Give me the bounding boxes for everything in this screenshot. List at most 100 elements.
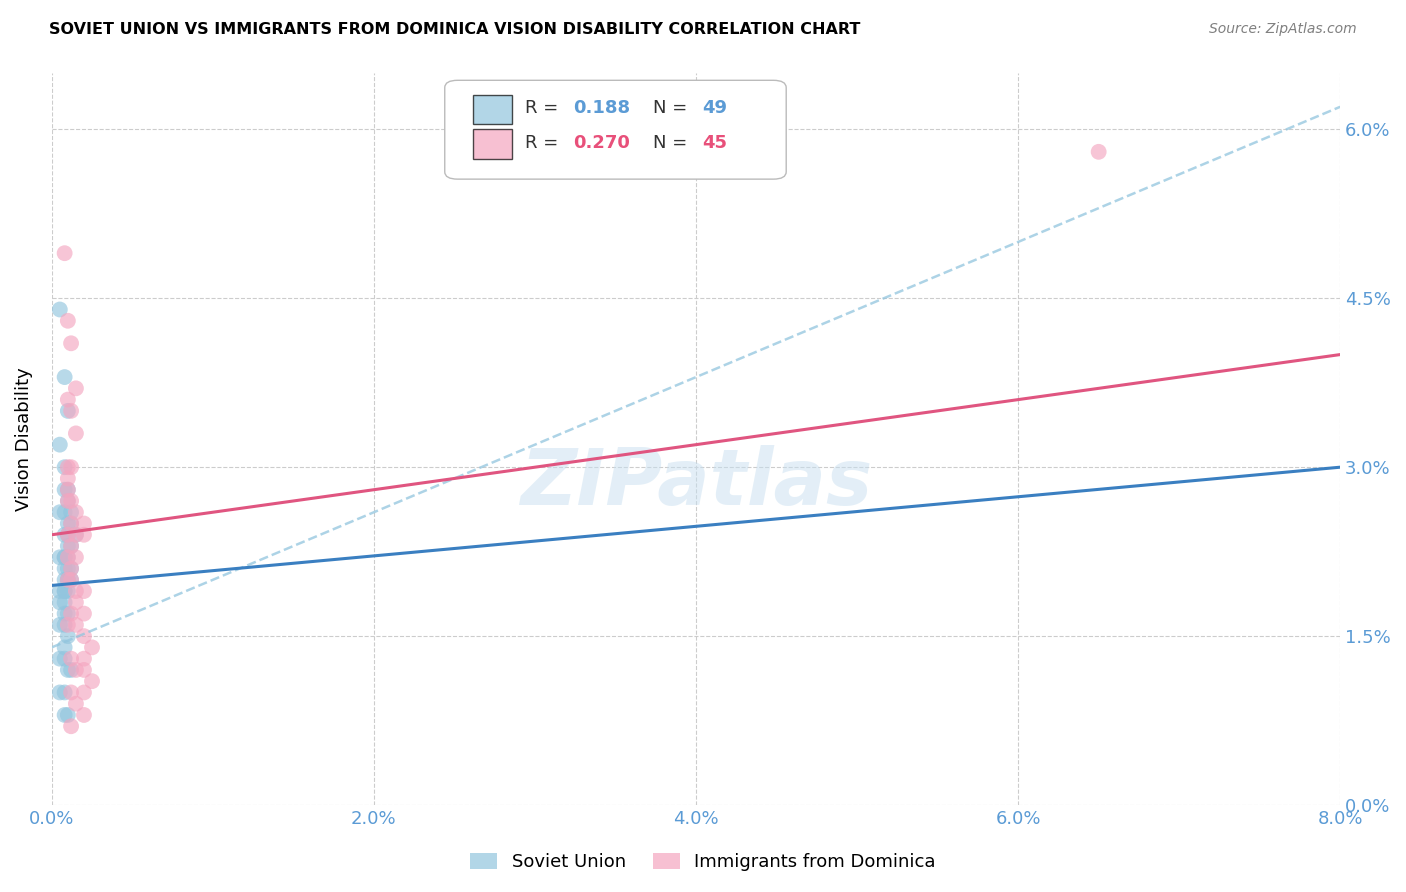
- Point: [73, 528, 96, 542]
- Point: [60, 539, 83, 553]
- Point: [65, 528, 87, 542]
- Point: [60, 719, 83, 733]
- Point: [49, 685, 72, 699]
- Point: [53, 573, 76, 587]
- Point: [53, 483, 76, 497]
- Point: [56, 494, 79, 508]
- Point: [53, 460, 76, 475]
- Text: R =: R =: [524, 134, 564, 152]
- Point: [60, 561, 83, 575]
- Point: [73, 651, 96, 665]
- Point: [49, 505, 72, 519]
- Point: [49, 437, 72, 451]
- Point: [53, 505, 76, 519]
- Point: [60, 573, 83, 587]
- Point: [60, 494, 83, 508]
- Point: [56, 516, 79, 531]
- Point: [53, 370, 76, 384]
- Text: R =: R =: [524, 99, 564, 117]
- Point: [56, 573, 79, 587]
- Text: 49: 49: [703, 99, 727, 117]
- Point: [53, 595, 76, 609]
- FancyBboxPatch shape: [472, 129, 512, 159]
- Text: 0.188: 0.188: [574, 99, 631, 117]
- Point: [65, 550, 87, 565]
- Point: [65, 663, 87, 677]
- Point: [73, 607, 96, 621]
- Point: [60, 404, 83, 418]
- Point: [73, 685, 96, 699]
- Text: ZIPatlas: ZIPatlas: [520, 445, 872, 521]
- Point: [80, 640, 103, 655]
- Point: [60, 460, 83, 475]
- Point: [60, 336, 83, 351]
- Point: [60, 561, 83, 575]
- Point: [56, 483, 79, 497]
- Point: [60, 685, 83, 699]
- Point: [80, 674, 103, 689]
- Point: [53, 584, 76, 599]
- Point: [53, 708, 76, 723]
- Point: [56, 550, 79, 565]
- Point: [53, 550, 76, 565]
- Point: [65, 595, 87, 609]
- Point: [56, 528, 79, 542]
- Point: [56, 550, 79, 565]
- Point: [60, 516, 83, 531]
- Point: [53, 561, 76, 575]
- Point: [56, 494, 79, 508]
- Point: [56, 404, 79, 418]
- Point: [60, 573, 83, 587]
- Point: [60, 516, 83, 531]
- Point: [73, 708, 96, 723]
- Point: [65, 697, 87, 711]
- Point: [53, 550, 76, 565]
- Point: [65, 426, 87, 441]
- Point: [56, 573, 79, 587]
- Point: [56, 573, 79, 587]
- Point: [53, 651, 76, 665]
- FancyBboxPatch shape: [472, 95, 512, 124]
- Point: [1087, 145, 1109, 159]
- Point: [65, 584, 87, 599]
- Point: [56, 539, 79, 553]
- Point: [65, 528, 87, 542]
- Point: [56, 584, 79, 599]
- Point: [56, 314, 79, 328]
- Point: [49, 595, 72, 609]
- FancyBboxPatch shape: [444, 80, 786, 179]
- Y-axis label: Vision Disability: Vision Disability: [15, 368, 32, 511]
- Point: [73, 663, 96, 677]
- Point: [60, 539, 83, 553]
- Point: [53, 685, 76, 699]
- Point: [56, 483, 79, 497]
- Point: [49, 302, 72, 317]
- Point: [56, 471, 79, 485]
- Point: [73, 629, 96, 643]
- Point: [60, 505, 83, 519]
- Point: [53, 640, 76, 655]
- Point: [73, 584, 96, 599]
- Point: [56, 392, 79, 407]
- Point: [60, 651, 83, 665]
- Point: [56, 528, 79, 542]
- Text: 45: 45: [703, 134, 727, 152]
- Point: [53, 584, 76, 599]
- Point: [53, 618, 76, 632]
- Text: N =: N =: [654, 99, 688, 117]
- Point: [49, 550, 72, 565]
- Point: [53, 607, 76, 621]
- Point: [53, 528, 76, 542]
- Point: [56, 618, 79, 632]
- Point: [56, 561, 79, 575]
- Text: N =: N =: [654, 134, 688, 152]
- Point: [56, 607, 79, 621]
- Point: [56, 663, 79, 677]
- Point: [65, 381, 87, 395]
- Legend: Soviet Union, Immigrants from Dominica: Soviet Union, Immigrants from Dominica: [463, 846, 943, 879]
- Text: Source: ZipAtlas.com: Source: ZipAtlas.com: [1209, 22, 1357, 37]
- Point: [65, 618, 87, 632]
- Point: [56, 629, 79, 643]
- Point: [65, 505, 87, 519]
- Point: [49, 584, 72, 599]
